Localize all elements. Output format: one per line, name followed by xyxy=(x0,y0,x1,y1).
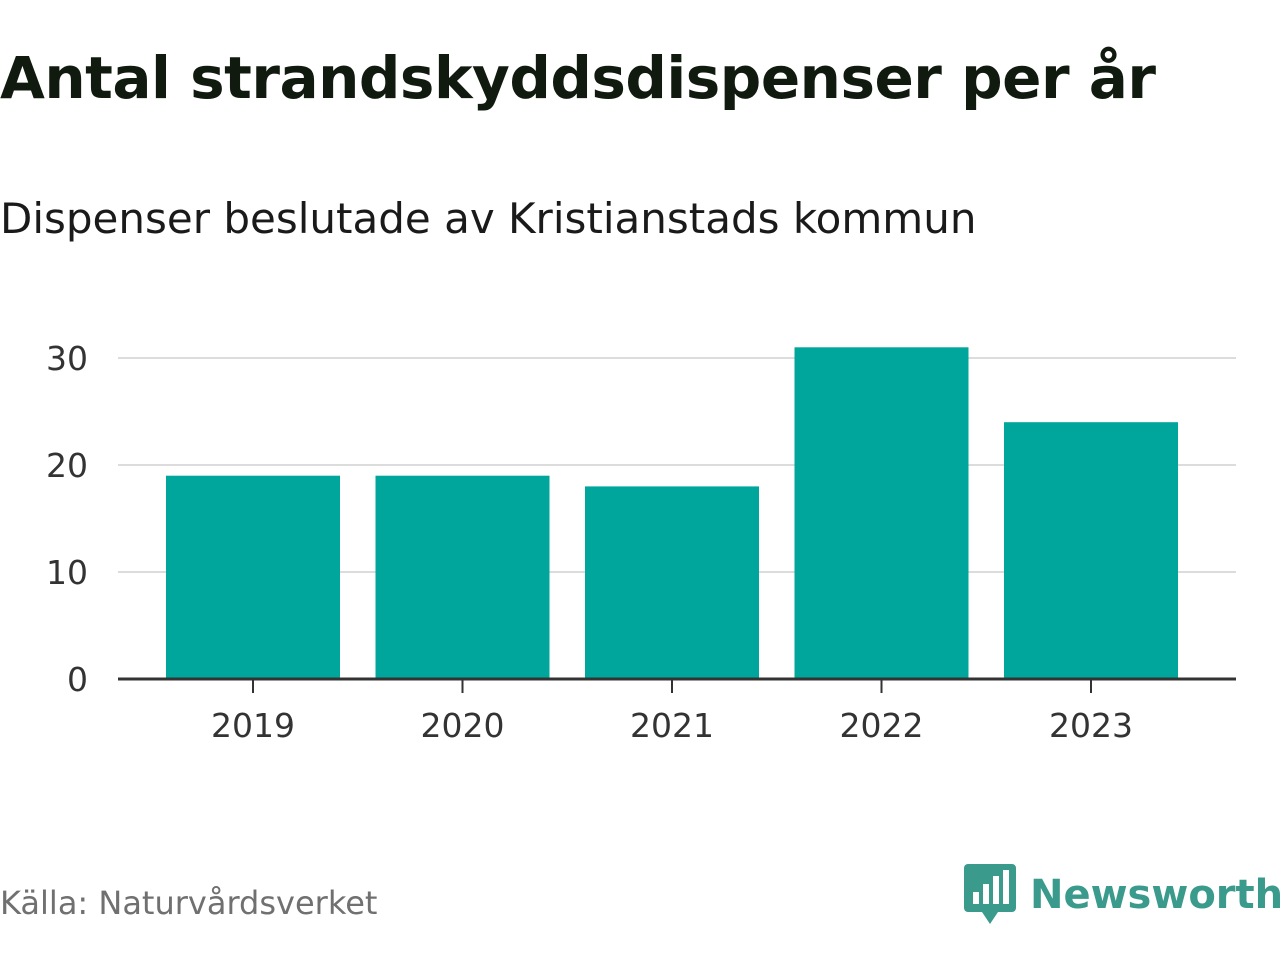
x-tick-label: 2022 xyxy=(840,706,924,745)
chart-speech-bubble-icon xyxy=(964,864,1016,924)
newsworthy-logo: Newsworthy xyxy=(964,864,1280,926)
brand-name: Newsworthy xyxy=(1030,872,1280,918)
y-tick-label: 10 xyxy=(46,553,88,592)
y-tick-label: 0 xyxy=(67,660,88,699)
y-tick-label: 20 xyxy=(46,446,88,485)
y-tick-label: 30 xyxy=(46,339,88,378)
x-tick-label: 2020 xyxy=(421,706,505,745)
bar xyxy=(166,475,340,679)
bar xyxy=(375,475,550,679)
bar xyxy=(585,486,759,679)
x-tick-label: 2021 xyxy=(630,706,714,745)
bar xyxy=(1004,422,1178,679)
source-note: Källa: Naturvårdsverket xyxy=(0,884,378,922)
x-tick-label: 2023 xyxy=(1049,706,1133,745)
bar xyxy=(794,347,969,679)
chart-subtitle: Dispenser beslutade av Kristianstads kom… xyxy=(0,194,977,243)
x-tick-label: 2019 xyxy=(211,706,295,745)
chart-title: Antal strandskyddsdispenser per år xyxy=(0,44,1156,112)
